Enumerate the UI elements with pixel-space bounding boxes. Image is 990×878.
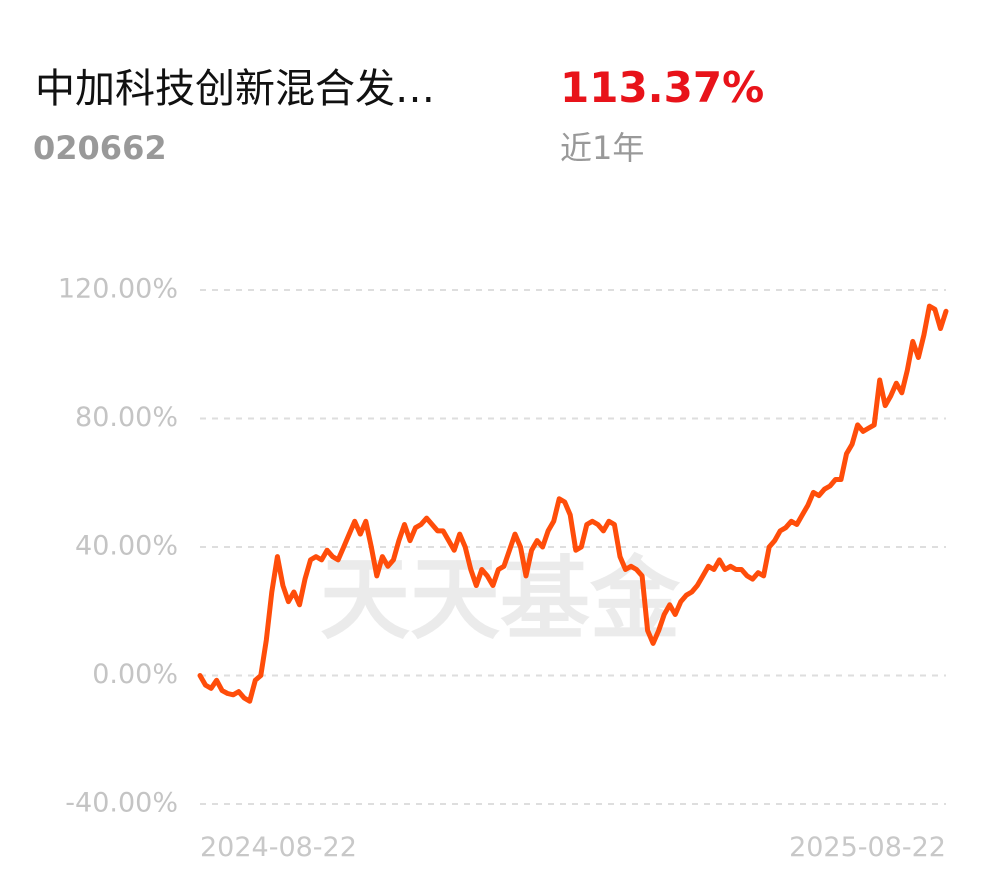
fund-code: 020662 [33, 129, 167, 167]
fund-return: 113.37% [560, 63, 764, 112]
y-tick-label: 120.00% [58, 274, 178, 305]
x-tick-label: 2024-08-22 [200, 832, 357, 863]
fund-name: 中加科技创新混合发… [35, 66, 435, 112]
y-tick-label: -40.00% [65, 788, 178, 819]
period: 近1年 [560, 129, 644, 167]
series-line [197, 303, 949, 704]
y-tick-label: 80.00% [75, 402, 178, 433]
y-tick-label: 40.00% [75, 531, 178, 562]
y-tick-label: 0.00% [92, 659, 178, 690]
x-tick-label: 2025-08-22 [789, 832, 946, 863]
